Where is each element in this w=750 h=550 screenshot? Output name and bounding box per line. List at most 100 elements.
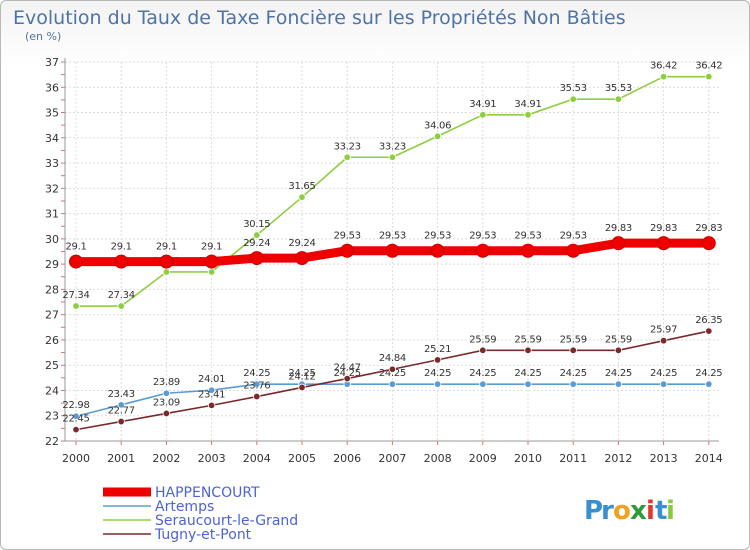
data-point [659, 380, 668, 388]
data-point [117, 417, 125, 426]
data-point [207, 386, 216, 394]
y-tick-label: 25 [45, 359, 59, 372]
data-label: 29.1 [201, 242, 222, 253]
logo-letter: r [601, 496, 614, 526]
data-point [705, 380, 713, 388]
data-point [159, 254, 174, 269]
data-label: 29.1 [65, 242, 86, 253]
data-point [72, 425, 80, 434]
data-label: 23.43 [108, 389, 135, 400]
y-tick-label: 34 [45, 132, 59, 145]
logo-letter: P [584, 496, 603, 526]
data-label: 24.25 [334, 368, 361, 379]
data-label: 25.59 [514, 334, 541, 345]
logo-letter: x [630, 496, 647, 526]
data-label: 34.06 [424, 120, 451, 131]
data-point [433, 380, 442, 388]
data-label: 29.24 [288, 238, 315, 249]
x-tick-label: 2001 [107, 452, 135, 465]
data-point [659, 336, 668, 345]
legend-label: Tugny-et-Pont [154, 527, 252, 543]
data-point [614, 346, 623, 354]
data-label: 24.25 [379, 368, 406, 379]
data-point [204, 254, 219, 269]
data-label: 24.25 [650, 368, 677, 379]
data-label: 24.25 [514, 368, 541, 379]
data-point [705, 72, 713, 81]
x-tick-label: 2009 [469, 452, 497, 465]
data-point [69, 254, 83, 269]
data-label: 24.25 [424, 368, 451, 379]
data-point [433, 132, 442, 140]
data-label: 27.34 [108, 290, 135, 301]
data-label: 22.77 [108, 406, 135, 417]
data-label: 24.84 [379, 353, 406, 364]
data-label: 34.91 [469, 99, 496, 110]
data-point [569, 95, 577, 103]
data-label: 29.1 [111, 242, 132, 253]
data-point [569, 380, 577, 388]
legend-label: HAPPENCOURT [155, 485, 260, 501]
data-label: 27.34 [62, 290, 89, 301]
data-point [479, 346, 487, 354]
y-tick-label: 22 [45, 435, 59, 448]
data-point [162, 409, 171, 418]
data-label: 29.53 [514, 231, 541, 242]
y-tick-label: 24 [45, 384, 59, 397]
y-tick-label: 30 [45, 233, 59, 246]
data-label: 29.83 [605, 223, 632, 234]
data-label: 33.23 [379, 141, 406, 152]
data-label: 24.25 [560, 368, 587, 379]
y-tick-label: 29 [45, 258, 59, 271]
x-tick-label: 2012 [604, 452, 632, 465]
data-label: 24.12 [288, 371, 315, 382]
data-label: 29.83 [650, 223, 677, 234]
x-tick-label: 2008 [424, 452, 452, 465]
data-label: 36.42 [650, 61, 677, 72]
y-tick-label: 28 [45, 283, 59, 296]
data-label: 29.53 [379, 231, 406, 242]
data-label: 29.1 [156, 242, 177, 253]
data-point [162, 389, 171, 397]
data-point [701, 236, 716, 251]
x-tick-label: 2010 [514, 452, 542, 465]
x-tick-label: 2006 [333, 452, 361, 465]
data-label: 25.59 [469, 334, 496, 345]
series-artemps: 22.98 23.43 23.89 24.01 24.25 24.25 24.25 24.25… [62, 368, 723, 420]
data-point [253, 392, 261, 401]
y-tick-label: 36 [45, 81, 59, 94]
series-tugny-et-pont: 22.45 22.77 23.09 23.41 23.76 24.12 24.47 24.84… [62, 315, 723, 434]
data-label: 24.25 [469, 368, 496, 379]
data-label: 24.25 [288, 368, 315, 379]
data-point [207, 268, 216, 276]
axes: 22 23 24 25 26 27 28 29 30 31 32 33 34 35 36 37 2000 2001… [45, 56, 723, 465]
data-point [253, 231, 261, 239]
x-tick-label: 2013 [650, 452, 678, 465]
data-point [162, 268, 171, 276]
y-tick-label: 23 [45, 410, 59, 423]
data-point [479, 380, 487, 388]
data-label: 35.53 [560, 83, 587, 94]
logo-letter: o [613, 496, 631, 526]
data-point [388, 380, 397, 388]
data-label: 24.25 [243, 368, 270, 379]
y-tick-label: 31 [45, 208, 59, 221]
data-point [343, 374, 351, 383]
y-tick-label: 32 [45, 182, 59, 195]
series-seraucourt-le-grand: 27.3427.3428.6928.6930.1531.6533.2333.23… [62, 61, 723, 310]
y-tick-label: 33 [45, 157, 59, 170]
data-label: 29.53 [469, 231, 496, 242]
x-tick-label: 2000 [62, 452, 90, 465]
data-label: 25.21 [424, 344, 451, 355]
data-point [524, 111, 532, 119]
legend-label: Seraucourt-le-Grand [155, 513, 298, 529]
data-point [656, 236, 671, 251]
data-point [298, 193, 306, 201]
data-point [614, 380, 623, 388]
data-point [433, 356, 442, 364]
data-point [117, 302, 125, 310]
data-label: 29.83 [695, 223, 722, 234]
data-label: 30.15 [243, 219, 270, 230]
data-label: 29.53 [424, 231, 451, 242]
